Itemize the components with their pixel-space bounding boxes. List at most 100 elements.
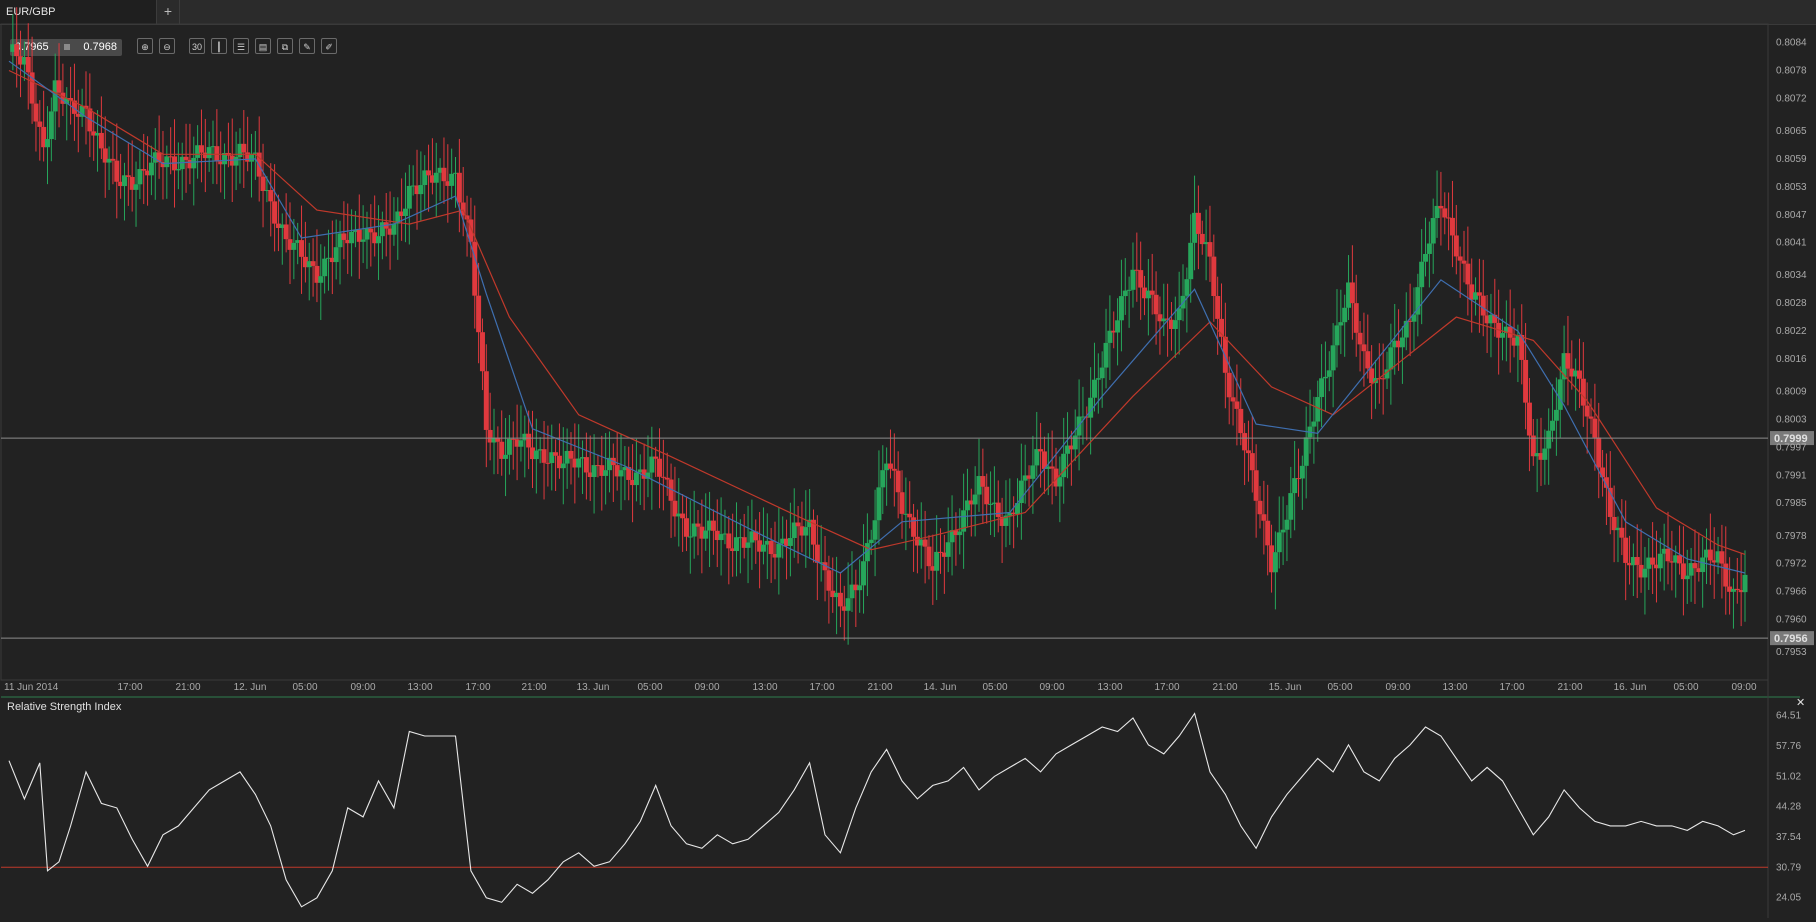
candle-body [1727,586,1733,592]
candle-body [1380,378,1386,380]
rsi-y-tick-label: 44.28 [1776,802,1801,813]
candle-body [603,470,609,476]
zoom-in-icon[interactable]: ⊕ [137,38,153,54]
candle-body [687,536,693,538]
candle-body [1211,256,1217,297]
x-tick-label: 16. Jun [1614,682,1647,693]
candle-body [1299,465,1305,479]
candle-body [191,157,197,169]
candle-body [268,190,274,202]
link-icon[interactable]: ⧉ [277,38,293,54]
candle-body [71,100,77,114]
candle-body [1142,287,1148,299]
candle-body [841,606,847,611]
candle-body [1003,515,1009,526]
price-marker [1770,431,1814,446]
candle-body [152,152,158,163]
y-tick-label: 0.7991 [1776,470,1807,481]
candle-body [1118,296,1124,321]
x-tick-label: 05:00 [1673,682,1698,693]
candle-body [1088,397,1094,418]
candle-body [764,540,770,545]
candle-body [1650,557,1656,565]
sma-slow-line [8,69,1746,555]
rsi-y-tick-label: 64.51 [1776,711,1801,722]
candle-body [1738,590,1744,593]
candle-body [1469,284,1475,300]
candle-body [672,500,678,517]
add-tab-button[interactable]: + [157,0,180,24]
x-tick-label: 09:00 [1385,682,1410,693]
candle-body [1688,563,1694,576]
candle-body [660,476,666,478]
chart-settings-icon[interactable]: ▤ [255,38,271,54]
candle-body [445,181,451,186]
candle-body [349,231,355,244]
candle-body [710,520,716,531]
candle-body [1195,212,1201,234]
candle-body [768,540,774,555]
candle-body [483,371,489,430]
candle-body [487,429,493,443]
candle-body [1734,588,1740,591]
candle-body [422,170,428,186]
y-tick-label: 0.8028 [1776,298,1807,309]
candle-body [1565,353,1571,369]
candle-body [1426,243,1432,254]
timeframe-button[interactable]: 30 [189,38,205,54]
candle-body [803,527,809,536]
candle-body [1665,548,1671,562]
candle-body [102,148,108,163]
candle-body [1303,437,1309,466]
candle-body [1168,319,1174,329]
candle-body [556,455,562,469]
zoom-out-icon[interactable]: ⊖ [159,38,175,54]
candle-body [1646,557,1652,569]
candle-body [1199,233,1205,245]
x-tick-label: 11 Jun 2014 [4,682,59,693]
candle-body [961,510,967,532]
candle-body [1627,562,1633,566]
candle-body [1634,557,1640,565]
candle-body [1157,314,1163,322]
candle-body [1226,372,1232,398]
candle-body [1030,465,1036,479]
candle-body [1330,345,1336,371]
candle-body [1072,435,1078,450]
edit-icon[interactable]: ✎ [299,38,315,54]
candle-body [895,470,901,493]
candle-body [1446,217,1452,219]
spread-separator-icon [64,44,70,50]
price-marker-label: 0.7956 [1774,633,1808,645]
quote-box[interactable]: 0.7965 0.7968 [10,39,122,56]
candlestick-type-icon[interactable]: ┃ [211,38,227,54]
draw-icon[interactable]: ✐ [321,38,337,54]
candle-body [1723,563,1729,587]
rsi-y-tick-label: 37.54 [1776,832,1801,843]
tab-eurgbp[interactable]: EUR/GBP [0,0,157,24]
candle-body [518,440,524,447]
candle-body [1519,334,1525,360]
x-tick-label: 21:00 [867,682,892,693]
candle-body [599,465,605,476]
x-tick-label: 13:00 [1097,682,1122,693]
rsi-y-tick-label: 30.79 [1776,862,1801,873]
candle-body [1049,466,1055,469]
candle-body [583,457,589,473]
candle-body [849,584,855,599]
candle-body [506,438,512,455]
candle-body [1265,520,1271,546]
candle-body [1596,437,1602,468]
candle-body [1130,269,1136,290]
candle-body [129,176,135,190]
candle-body [426,170,432,176]
candle-body [287,239,293,250]
x-tick-label: 17:00 [1154,682,1179,693]
indicators-icon[interactable]: ☰ [233,38,249,54]
candle-body [914,536,920,546]
candle-body [564,450,570,464]
candle-body [791,522,797,539]
candle-body [368,228,374,233]
close-panel-icon[interactable]: ✕ [1796,697,1805,709]
